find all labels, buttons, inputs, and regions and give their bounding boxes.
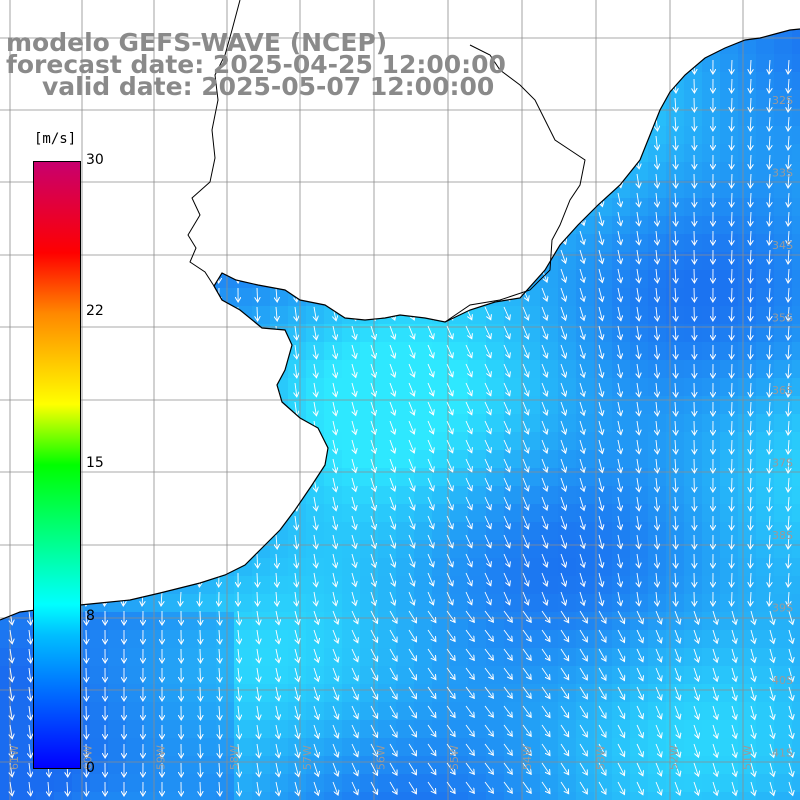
coastline [0,28,800,621]
lat-label: 39S [772,602,793,615]
lon-label: 56W [375,745,388,770]
lon-label: 54W [521,745,534,770]
river-border-line [187,0,586,323]
forecast-date: forecast date: 2025-04-25 12:00:00 [6,50,506,79]
colorbar-tick-0: 0 [86,760,95,776]
lon-label: 59W [155,745,168,770]
lon-label: 55W [448,745,461,770]
lat-label: 37S [772,457,793,470]
lon-label: 51W [741,745,754,770]
colorbar-tick-15: 15 [86,455,104,471]
lat-label: 40S [772,674,793,687]
lon-label: 61W [8,745,21,770]
lat-label: 34S [772,239,793,252]
lon-label: 53W [594,745,607,770]
lon-label: 57W [301,745,314,770]
colorbar [33,161,81,769]
lat-label: 32S [772,94,793,107]
lon-label: 60W [81,745,94,770]
lon-label: 58W [228,745,241,770]
lat-label: 33S [772,167,793,180]
lat-label: 36S [772,384,793,397]
colorbar-tick-8: 8 [86,608,95,624]
lat-label: 38S [772,529,793,542]
lat-label: 35S [772,312,793,325]
colorbar-tick-30: 30 [86,152,104,168]
model-title: modelo GEFS-WAVE (NCEP) [6,28,388,57]
lon-label: 52W [668,745,681,770]
axis-labels: 32S 33S 34S 35S 36S 37S 38S 39S 40S 41S 61W 60W 59W 5… [8,94,793,770]
lat-label: 41S [772,747,793,760]
valid-date: valid date: 2025-05-07 12:00:00 [42,72,495,101]
colorbar-tick-22: 22 [86,303,104,319]
colorbar-unit: [m/s] [34,131,77,147]
